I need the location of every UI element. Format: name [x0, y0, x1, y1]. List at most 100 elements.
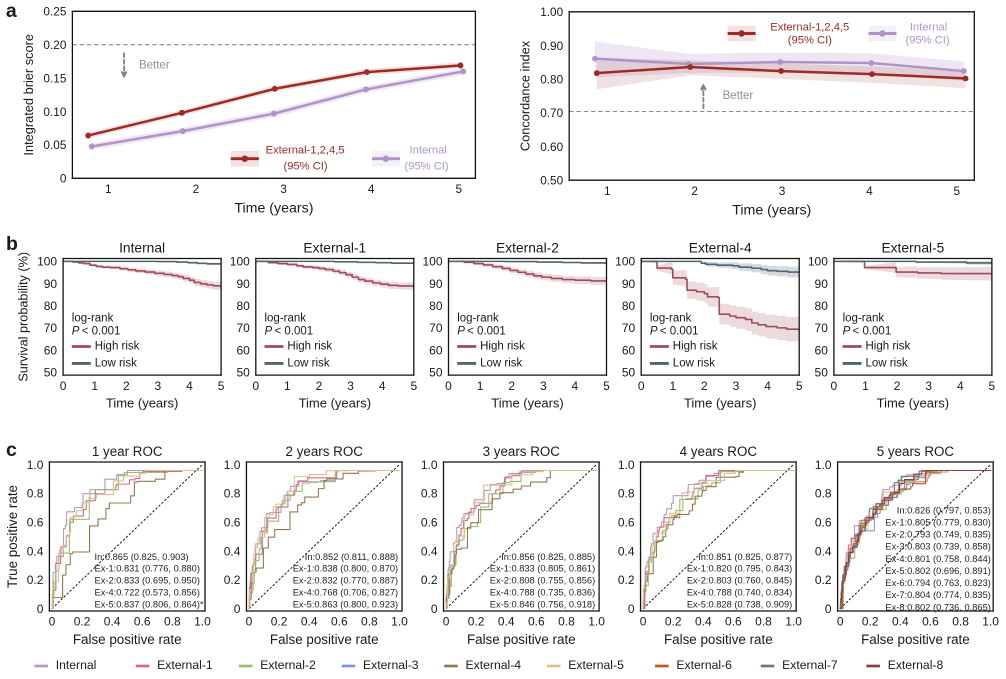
svg-text:4: 4 [764, 379, 771, 393]
svg-text:Integrated brier score: Integrated brier score [21, 34, 36, 156]
svg-text:1.0: 1.0 [618, 458, 635, 472]
svg-text:3: 3 [540, 379, 547, 393]
svg-text:4: 4 [368, 182, 375, 196]
svg-text:Ex-2:0.793 (0.749, 0.835): Ex-2:0.793 (0.749, 0.835) [885, 530, 990, 540]
svg-text:External-1,2,4,5: External-1,2,4,5 [266, 145, 345, 157]
svg-text:Low risk: Low risk [673, 357, 715, 369]
svg-text:5: 5 [954, 184, 961, 198]
svg-text:5: 5 [603, 379, 610, 393]
svg-text:0.70: 0.70 [540, 106, 563, 120]
svg-text:0.50: 0.50 [540, 173, 563, 187]
svg-text:5 years ROC: 5 years ROC [877, 444, 955, 459]
svg-text:log-rank: log-rank [650, 312, 692, 324]
svg-text:50: 50 [236, 366, 250, 380]
svg-text:Ex-2:0.803 (0.760, 0.845): Ex-2:0.803 (0.760, 0.845) [687, 576, 792, 586]
svg-text:0: 0 [837, 615, 844, 629]
svg-text:1: 1 [284, 379, 291, 393]
svg-text:0.2: 0.2 [74, 615, 91, 629]
svg-text:0: 0 [37, 602, 44, 616]
svg-text:60: 60 [815, 343, 829, 357]
svg-text:0.4: 0.4 [301, 615, 318, 629]
svg-text:1.0: 1.0 [421, 458, 438, 472]
svg-text:0.6: 0.6 [421, 515, 438, 529]
svg-text:0: 0 [234, 602, 241, 616]
svg-text:Better: Better [723, 90, 754, 102]
svg-text:0.15: 0.15 [43, 71, 66, 85]
svg-text:Ex-1:0.820 (0.795, 0.843): Ex-1:0.820 (0.795, 0.843) [687, 564, 792, 574]
svg-text:0.2: 0.2 [862, 615, 879, 629]
svg-text:4: 4 [572, 379, 579, 393]
svg-text:P: P [843, 326, 851, 338]
svg-text:Ex-4:0.801 (0.758, 0.844): Ex-4:0.801 (0.758, 0.844) [885, 554, 990, 564]
svg-text:Internal: Internal [56, 658, 97, 672]
svg-text:Ex-4:0.788 (0.740, 0.834): Ex-4:0.788 (0.740, 0.834) [687, 588, 792, 598]
svg-text:In:0.865 (0.825, 0.903): In:0.865 (0.825, 0.903) [95, 552, 189, 562]
svg-text:False positive rate: False positive rate [664, 632, 773, 647]
svg-text:Internal: Internal [410, 145, 447, 157]
svg-text:4: 4 [379, 379, 386, 393]
svg-text:5: 5 [989, 379, 996, 393]
svg-text:0.4: 0.4 [27, 544, 44, 558]
svg-text:Time (years): Time (years) [299, 396, 371, 411]
svg-text:External-1: External-1 [303, 241, 366, 256]
svg-text:50: 50 [622, 366, 636, 380]
svg-text:External-4: External-4 [689, 241, 752, 256]
svg-text:3: 3 [280, 182, 287, 196]
svg-text:High risk: High risk [673, 341, 718, 353]
svg-text:0.2: 0.2 [421, 573, 438, 587]
svg-text:2: 2 [691, 184, 698, 198]
svg-text:50: 50 [815, 366, 829, 380]
svg-text:80: 80 [44, 299, 58, 313]
svg-text:1.0: 1.0 [391, 615, 408, 629]
svg-text:2: 2 [894, 379, 901, 393]
svg-text:External-4: External-4 [466, 658, 522, 672]
svg-text:External-1,2,4,5: External-1,2,4,5 [770, 21, 849, 33]
svg-text:0: 0 [825, 602, 832, 616]
svg-text:1.0: 1.0 [982, 615, 999, 629]
svg-text:0.8: 0.8 [421, 487, 438, 501]
svg-text:0.6: 0.6 [815, 515, 832, 529]
svg-text:0.2: 0.2 [224, 573, 241, 587]
svg-text:Low risk: Low risk [480, 357, 522, 369]
svg-text:80: 80 [622, 299, 636, 313]
svg-text:5: 5 [218, 379, 225, 393]
svg-text:1.0: 1.0 [785, 615, 802, 629]
svg-text:External-6: External-6 [676, 658, 732, 672]
svg-text:log-rank: log-rank [843, 312, 885, 324]
svg-text:Ex-1:0.805 (0.779, 0.830): Ex-1:0.805 (0.779, 0.830) [885, 517, 990, 527]
svg-text:False positive rate: False positive rate [270, 632, 379, 647]
svg-text:Ex-3:0.803 (0.739, 0.858): Ex-3:0.803 (0.739, 0.858) [885, 542, 990, 552]
svg-text:100: 100 [808, 255, 828, 269]
svg-text:0: 0 [628, 602, 635, 616]
svg-text:0: 0 [252, 379, 259, 393]
svg-text:Internal: Internal [910, 21, 947, 33]
svg-text:In:0.852 (0.811, 0.888): In:0.852 (0.811, 0.888) [305, 552, 398, 562]
svg-text:0.10: 0.10 [43, 105, 66, 119]
svg-text:Ex-5:0.802 (0.696, 0.891): Ex-5:0.802 (0.696, 0.891) [885, 566, 990, 576]
svg-text:Time (years): Time (years) [106, 396, 178, 411]
svg-text:Time (years): Time (years) [877, 396, 949, 411]
svg-text:1 year ROC: 1 year ROC [92, 444, 163, 459]
svg-text:0.8: 0.8 [558, 615, 575, 629]
svg-text:Ex-6:0.794 (0.763, 0.823): Ex-6:0.794 (0.763, 0.823) [885, 578, 990, 588]
svg-text:Ex-5:0.846 (0.756, 0.918): Ex-5:0.846 (0.756, 0.918) [490, 599, 595, 609]
svg-text:0.2: 0.2 [618, 573, 635, 587]
svg-text:90: 90 [815, 277, 829, 291]
svg-text:0.4: 0.4 [815, 544, 832, 558]
svg-text:0.6: 0.6 [922, 615, 939, 629]
svg-text:(95% CI): (95% CI) [284, 160, 328, 172]
svg-text:0: 0 [443, 615, 450, 629]
svg-text:0.90: 0.90 [540, 39, 563, 53]
svg-text:1: 1 [91, 379, 98, 393]
svg-text:1.0: 1.0 [194, 615, 211, 629]
svg-text:0.4: 0.4 [618, 544, 635, 558]
svg-text:0.8: 0.8 [164, 615, 181, 629]
svg-text:0.80: 0.80 [540, 72, 563, 86]
svg-text:0.4: 0.4 [498, 615, 515, 629]
svg-text:Internal: Internal [119, 241, 165, 256]
svg-text:70: 70 [44, 321, 58, 335]
svg-text:0.2: 0.2 [27, 573, 44, 587]
svg-text:0.8: 0.8 [815, 487, 832, 501]
svg-text:2: 2 [316, 379, 323, 393]
svg-text:< 0.001: < 0.001 [853, 326, 892, 338]
